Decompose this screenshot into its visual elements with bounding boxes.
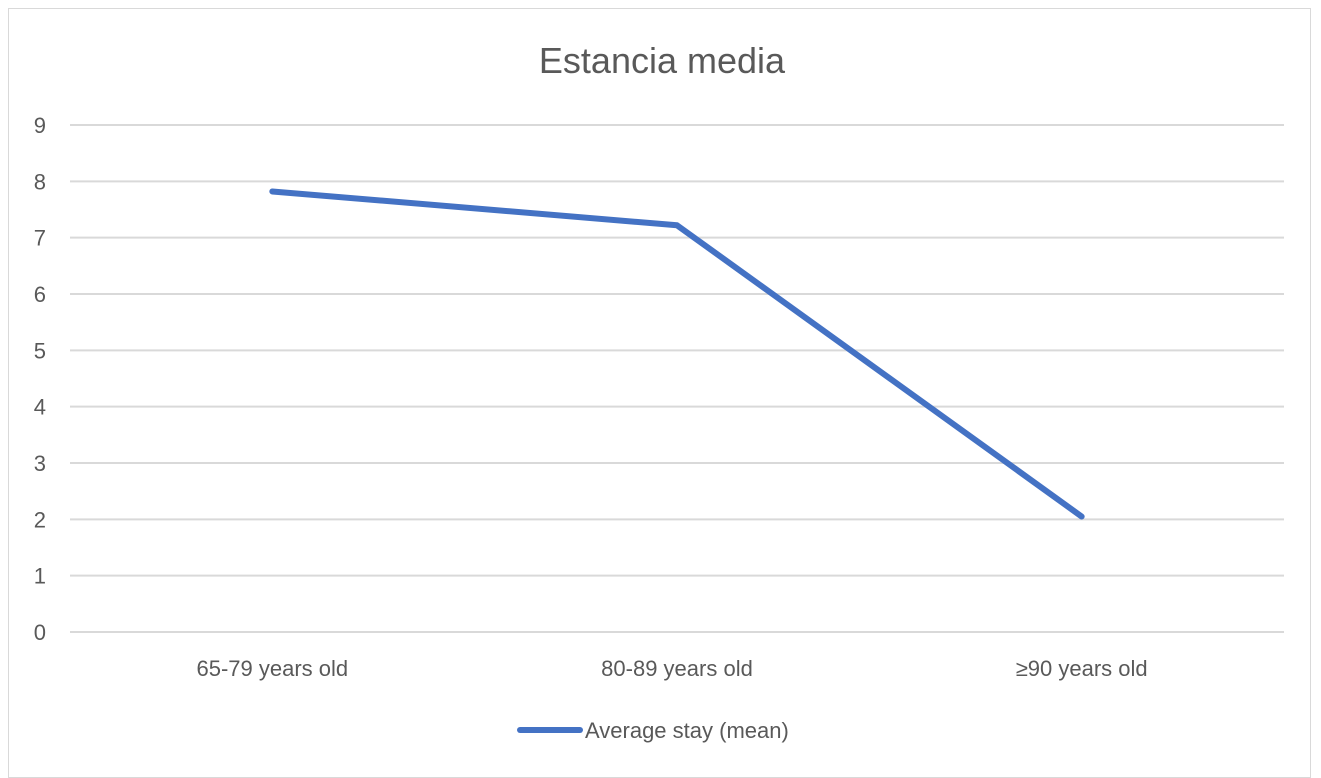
- y-tick-label: 4: [34, 395, 46, 420]
- gridlines: [70, 124, 1284, 633]
- y-tick-label: 3: [34, 451, 46, 476]
- y-tick-label: 0: [34, 620, 46, 645]
- chart-frame: [8, 8, 1311, 778]
- chart-title: Estancia media: [539, 40, 786, 81]
- series-line-average-stay: [269, 188, 1085, 520]
- legend: Average stay (mean): [517, 718, 789, 743]
- x-axis-ticks: 65-79 years old 80-89 years old ≥90 years …: [197, 656, 1148, 681]
- x-tick-label: 65-79 years old: [197, 656, 349, 681]
- y-tick-label: 5: [34, 338, 46, 363]
- y-tick-label: 8: [34, 169, 46, 194]
- legend-label: Average stay (mean): [585, 718, 789, 743]
- y-tick-label: 9: [34, 113, 46, 138]
- y-tick-label: 7: [34, 226, 46, 251]
- series-group: [269, 188, 1085, 520]
- y-tick-label: 1: [34, 564, 46, 589]
- x-tick-label: 80-89 years old: [601, 656, 753, 681]
- y-axis-ticks: 0 1 2 3 4 5 6 7 8 9: [34, 113, 46, 645]
- y-tick-label: 6: [34, 282, 46, 307]
- x-tick-label: ≥90 years old: [1016, 656, 1148, 681]
- y-tick-label: 2: [34, 507, 46, 532]
